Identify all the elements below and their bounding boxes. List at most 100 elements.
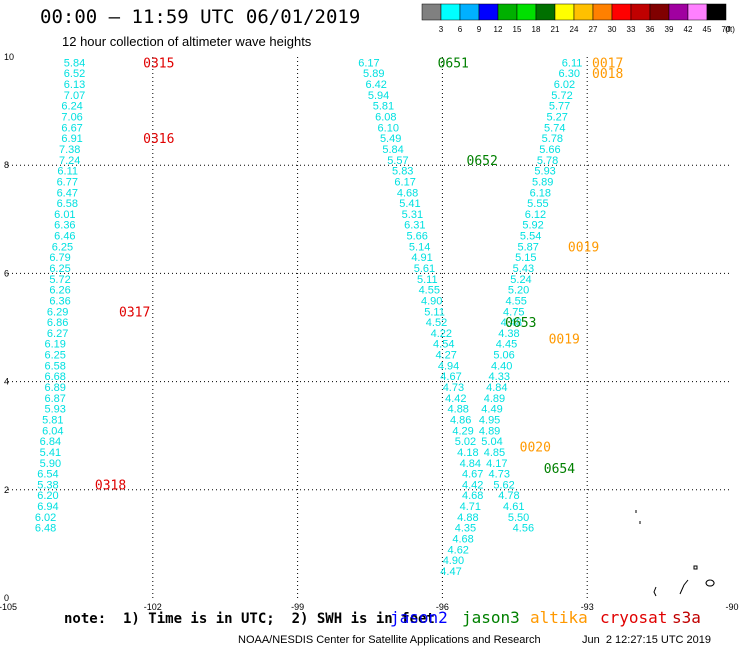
swh-value: 6.58 — [57, 198, 78, 210]
swh-value: 6.58 — [44, 360, 65, 372]
swh-value: 5.31 — [402, 209, 423, 221]
swh-value: 4.55 — [419, 285, 440, 297]
colorbar-label: 24 — [570, 25, 579, 34]
colorbar-swatch — [687, 3, 708, 21]
swh-value: 4.49 — [481, 404, 502, 416]
swh-value: 6.25 — [52, 241, 73, 253]
colorbar-label: 33 — [627, 25, 636, 34]
swh-value: 6.84 — [40, 436, 61, 448]
note-text: note: 1) Time is in UTC; 2) SWH is in fe… — [64, 611, 435, 627]
swh-value: 6.54 — [37, 469, 58, 481]
chart-title: 00:00 – 11:59 UTC 06/01/2019 — [40, 6, 361, 28]
swh-value: 5.93 — [534, 166, 555, 178]
swh-value: 4.33 — [489, 371, 510, 383]
swh-value: 4.38 — [498, 328, 519, 340]
swh-value: 5.11 — [424, 306, 445, 318]
swh-value: 4.71 — [460, 501, 481, 513]
swh-value: 5.61 — [414, 263, 435, 275]
x-tick-label: -105 — [0, 602, 17, 612]
pass-time-label: 0653 — [505, 316, 536, 331]
swh-value: 7.24 — [59, 155, 80, 167]
swh-value: 4.27 — [435, 350, 456, 362]
pass-time-label: 0018 — [592, 67, 623, 82]
swh-value: 6.29 — [47, 306, 68, 318]
swh-value: 6.67 — [61, 122, 82, 134]
x-tick-label: -96 — [436, 602, 449, 612]
colorbar-label: 39 — [665, 25, 674, 34]
swh-value: 6.31 — [404, 220, 425, 232]
colorbar-swatch — [706, 3, 727, 21]
swh-value: 5.43 — [513, 263, 534, 275]
swh-value: 4.68 — [462, 490, 483, 502]
swh-value: 6.10 — [378, 122, 399, 134]
swh-value: 5.15 — [515, 252, 536, 264]
swh-value: 4.73 — [489, 469, 510, 481]
swh-value: 4.29 — [452, 425, 473, 437]
y-tick-label: 2 — [4, 485, 9, 495]
swh-value: 5.84 — [382, 144, 403, 156]
swh-value: 5.66 — [539, 144, 560, 156]
swh-value: 6.87 — [44, 393, 65, 405]
swh-value: 6.86 — [47, 317, 68, 329]
swh-value: 5.50 — [508, 512, 529, 524]
swh-value: 5.72 — [49, 274, 70, 286]
swh-value: 4.56 — [513, 523, 534, 535]
colorbar-swatch — [554, 3, 575, 21]
swh-value: 6.17 — [394, 176, 415, 188]
colorbar-swatch — [497, 3, 518, 21]
swh-value: 6.36 — [49, 295, 70, 307]
swh-value: 5.02 — [455, 436, 476, 448]
swh-value: 5.62 — [493, 479, 514, 491]
swh-value: 6.12 — [525, 209, 546, 221]
swh-values: 5.846.526.137.076.247.066.676.917.387.24… — [35, 57, 583, 578]
swh-value: 5.20 — [508, 285, 529, 297]
pass-time-label: 0019 — [549, 332, 580, 347]
colorbar-label: 30 — [608, 25, 617, 34]
colorbar-label: 42 — [684, 25, 693, 34]
swh-value: 5.90 — [40, 458, 61, 470]
swh-value: 6.19 — [44, 339, 65, 351]
swh-value: 7.07 — [64, 90, 85, 102]
legend-jason2: jason2 — [390, 608, 448, 627]
swh-value: 4.84 — [486, 382, 507, 394]
swh-value: 4.75 — [503, 306, 524, 318]
swh-value: 4.18 — [457, 447, 478, 459]
axis-tick-labels: -105 -102 -99 -96 -93 -90 0 2 4 6 8 10 — [0, 52, 739, 612]
swh-value: 5.57 — [387, 155, 408, 167]
credit-text: NOAA/NESDIS Center for Satellite Applica… — [238, 634, 541, 646]
swh-value: 6.68 — [44, 371, 65, 383]
generated-timestamp: Jun 2 12:27:15 UTC 2019 — [582, 634, 712, 646]
colorbar-label: 3 — [439, 25, 444, 34]
colorbar-swatch — [478, 3, 499, 21]
swh-value: 4.52 — [426, 317, 447, 329]
swh-value: 5.06 — [493, 350, 514, 362]
swh-value: 4.86 — [450, 414, 471, 426]
colorbar-label: 45 — [703, 25, 712, 34]
swh-value: 4.54 — [433, 339, 454, 351]
swh-value: 4.68 — [452, 533, 473, 545]
swh-value: 4.89 — [484, 393, 505, 405]
swh-value: 4.95 — [479, 414, 500, 426]
pass-time-label: 0318 — [95, 478, 126, 493]
plot-grid — [8, 57, 732, 598]
colorbar-label: 70 — [722, 25, 731, 34]
legend-cryosat: cryosat — [600, 608, 668, 627]
x-tick-label: -99 — [291, 602, 304, 612]
swh-value: 4.42 — [462, 479, 483, 491]
swh-value: 5.04 — [481, 436, 502, 448]
swh-value: 5.27 — [546, 112, 567, 124]
swh-value: 5.78 — [537, 155, 558, 167]
swh-value: 4.61 — [503, 501, 524, 513]
colorbar-swatch — [535, 3, 556, 21]
y-tick-label: 0 — [4, 593, 9, 603]
swh-value: 6.91 — [61, 133, 82, 145]
swh-value: 4.94 — [438, 360, 459, 372]
swh-value: 6.18 — [530, 187, 551, 199]
swh-value: 4.68 — [397, 187, 418, 199]
pass-time-label: 0315 — [143, 56, 174, 71]
swh-value: 6.77 — [57, 176, 78, 188]
colorbar-swatch — [668, 3, 689, 21]
swh-value: 5.72 — [551, 90, 572, 102]
swh-value: 6.42 — [365, 79, 386, 91]
swh-value: 6.24 — [61, 101, 82, 113]
